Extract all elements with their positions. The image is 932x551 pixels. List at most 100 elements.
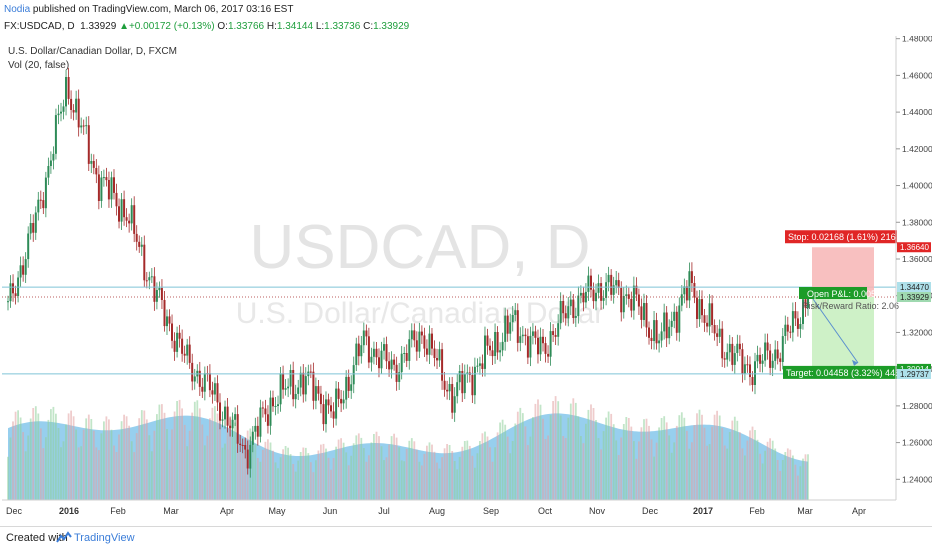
time-tick-label: Jul xyxy=(378,506,390,516)
candle-body xyxy=(648,327,650,338)
volume-bar xyxy=(395,437,398,500)
candle-body xyxy=(761,360,764,364)
price-label-level: 1.29737 xyxy=(900,370,929,379)
volume-bar xyxy=(239,452,242,500)
volume-bar xyxy=(453,461,456,500)
volume-bar xyxy=(612,424,615,500)
volume-bar xyxy=(393,433,395,500)
volume-bar xyxy=(807,454,809,500)
volume-bar xyxy=(330,469,332,500)
candle-body xyxy=(405,353,408,361)
volume-bar xyxy=(60,447,62,500)
volume-bar xyxy=(42,448,45,500)
candle-body xyxy=(484,335,486,369)
candle-body xyxy=(754,361,756,385)
volume-bar xyxy=(675,425,678,500)
candle-body xyxy=(226,406,229,426)
volume-bar xyxy=(150,451,153,500)
volume-bar xyxy=(224,443,226,500)
candle-body xyxy=(516,310,519,343)
volume-bar xyxy=(786,448,789,500)
candle-body xyxy=(713,325,716,334)
volume-bar xyxy=(368,455,370,500)
created-with-text: Created with xyxy=(6,532,68,544)
volume-bar xyxy=(191,412,194,500)
price-tick-label: 1.24000 xyxy=(902,474,932,484)
candle-body xyxy=(95,168,98,175)
volume-bar xyxy=(125,416,128,500)
volume-bar xyxy=(279,457,282,500)
candle-body xyxy=(425,348,428,355)
volume-bar xyxy=(133,452,136,500)
volume-bar xyxy=(161,404,163,500)
volume-bar xyxy=(534,403,537,500)
candle-body xyxy=(9,283,12,302)
time-tick-label: Dec xyxy=(6,506,23,516)
last-price: 1.33929 xyxy=(80,21,117,32)
candle-body xyxy=(690,271,693,283)
volume-bar xyxy=(665,422,668,500)
candle-body xyxy=(327,399,330,406)
volume-bar xyxy=(574,402,577,500)
volume-bar xyxy=(451,451,454,500)
candle-body xyxy=(362,330,365,346)
volume-bar xyxy=(680,412,683,500)
volume-bar xyxy=(494,447,496,500)
candle-body xyxy=(62,106,65,112)
volume-bar xyxy=(655,442,658,500)
candle-body xyxy=(728,343,731,353)
price-tick-label: 1.42000 xyxy=(902,144,932,154)
candle-body xyxy=(148,277,151,281)
volume-bar xyxy=(542,418,544,500)
volume-bar xyxy=(471,455,474,500)
candle-body xyxy=(299,372,302,388)
candle-body xyxy=(476,365,479,367)
volume-bar xyxy=(120,421,123,500)
candle-body xyxy=(241,445,244,446)
volume-bar xyxy=(587,409,590,500)
candle-body xyxy=(32,223,35,233)
candle-body xyxy=(680,294,683,306)
volume-bar xyxy=(597,438,600,500)
take-profit-zone[interactable] xyxy=(812,297,874,369)
price-chart[interactable]: USDCAD, D U.S. Dollar/Canadian Dollar U.S.… xyxy=(0,36,932,526)
candle-body xyxy=(378,357,380,369)
candle-body xyxy=(211,390,214,395)
candle-body xyxy=(569,299,572,307)
volume-bar xyxy=(342,442,345,500)
volume-bar xyxy=(516,411,519,500)
volume-bar xyxy=(602,431,605,500)
volume-bar xyxy=(365,461,368,500)
candle-body xyxy=(590,275,592,290)
volume-bar xyxy=(262,449,264,500)
volume-bar xyxy=(537,399,539,500)
volume-bar xyxy=(231,416,234,500)
candle-body xyxy=(27,233,30,260)
volume-bar xyxy=(468,445,471,500)
volume-bar xyxy=(219,428,221,500)
candle-body xyxy=(375,348,378,358)
volume-bar xyxy=(781,460,784,500)
volume-bar xyxy=(749,430,751,500)
open-label: O: xyxy=(217,21,228,32)
volume-bar xyxy=(153,430,156,500)
target-label: Target: 0.04458 (3.32%) 445 xyxy=(786,368,900,378)
candle-body xyxy=(12,283,14,294)
volume-bar xyxy=(751,426,754,500)
candle-body xyxy=(688,271,691,301)
candle-body xyxy=(799,324,802,329)
tradingview-brand[interactable]: TradingView xyxy=(74,532,135,544)
candle-body xyxy=(738,343,741,350)
candle-body xyxy=(658,340,661,344)
volume-bar xyxy=(721,427,724,500)
candle-body xyxy=(804,299,807,308)
volume-bar xyxy=(446,444,448,500)
volume-bar xyxy=(259,461,262,500)
volume-bar xyxy=(145,419,148,500)
volume-bar xyxy=(580,436,582,500)
candle-body xyxy=(577,295,580,317)
candle-body xyxy=(630,299,633,311)
candle-body xyxy=(231,419,234,429)
volume-bar xyxy=(544,439,547,500)
author-link[interactable]: Nodia xyxy=(4,4,31,15)
